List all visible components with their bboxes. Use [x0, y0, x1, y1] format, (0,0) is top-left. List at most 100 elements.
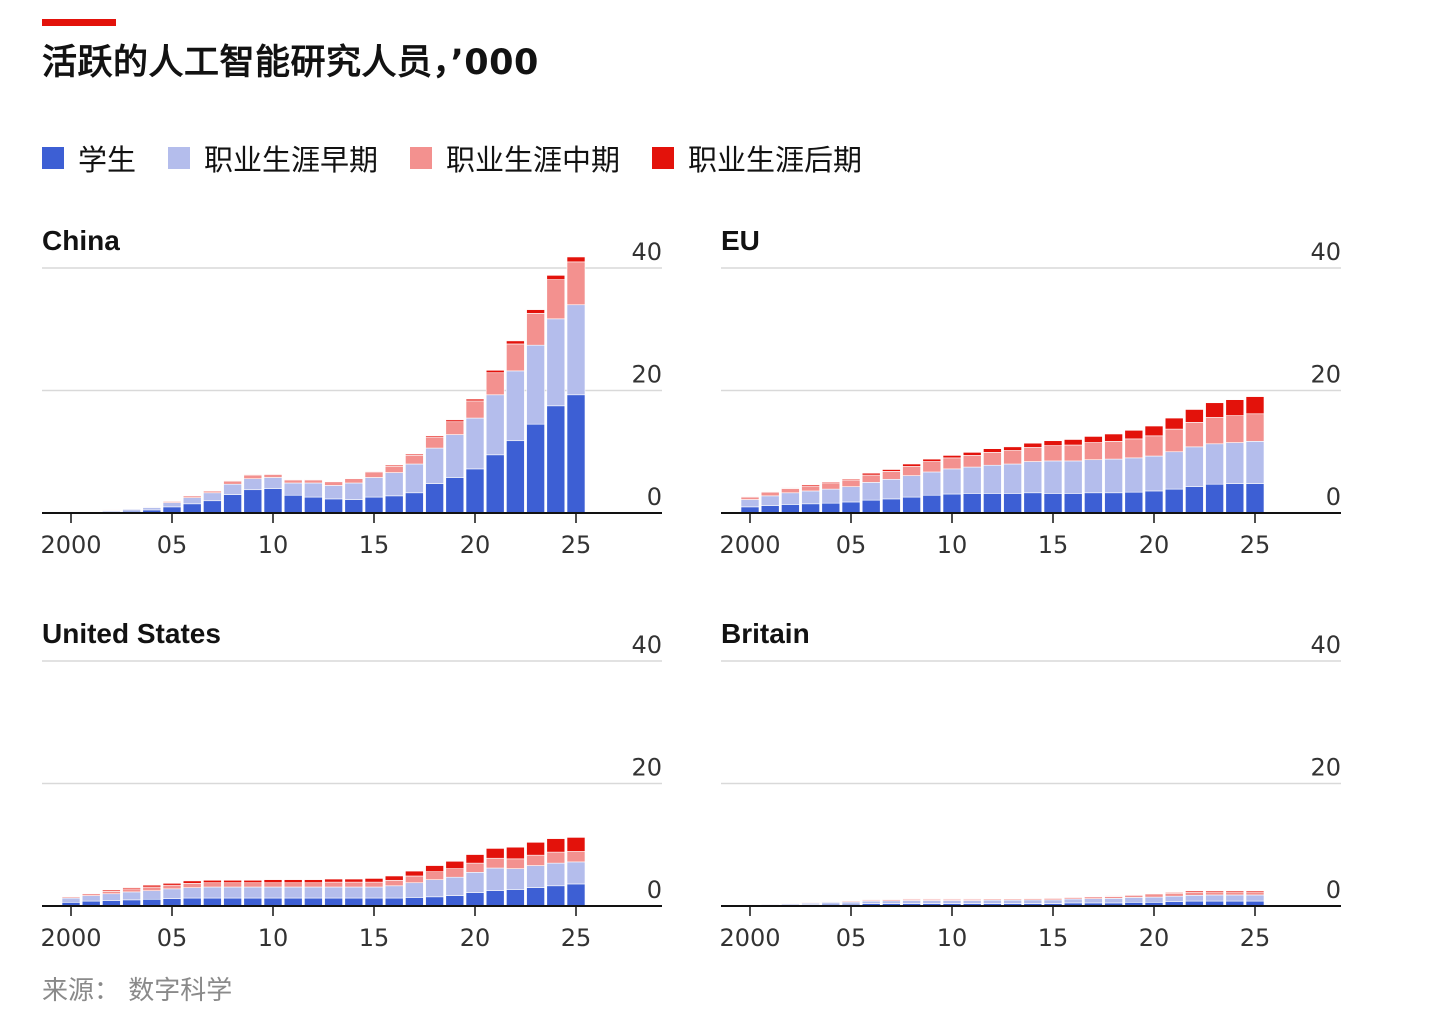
- bar-2014-series-1: [1023, 899, 1043, 904]
- bar-2010-series-3: [263, 879, 283, 884]
- bar-2003-series-2: [122, 508, 141, 510]
- x-tick-label: 20: [1139, 531, 1170, 559]
- bar-2014-series-1: [344, 886, 364, 899]
- bar-2008-series-1: [902, 475, 921, 498]
- bar-2006-series-1: [861, 900, 881, 904]
- bar-2023-series-1: [1205, 894, 1224, 902]
- bar-2024-series-2: [546, 279, 566, 320]
- bar-2020-series-0: [465, 892, 485, 907]
- bar-2000-series-2: [740, 496, 760, 500]
- y-tick-label: 20: [1310, 361, 1341, 389]
- bar-2014-series-2: [1023, 447, 1043, 462]
- panel-united-states: United States 40 20 0 2000 05 10 15 20 25: [40, 618, 662, 952]
- bar-2022-series-3: [1185, 409, 1204, 423]
- bar-2009-series-2: [243, 474, 263, 479]
- bar-2019-series-3: [1124, 894, 1144, 896]
- y-tick-label: 40: [1310, 631, 1341, 659]
- bar-2025-series-2: [1245, 413, 1265, 442]
- bar-2023-series-2: [526, 313, 545, 346]
- bar-2022-series-0: [1185, 486, 1204, 514]
- bar-2024-series-3: [1225, 399, 1245, 416]
- bar-2016-series-0: [384, 495, 404, 514]
- panel-title: Britain: [721, 618, 810, 649]
- bar-2013-series-0: [1003, 493, 1022, 514]
- bar-2017-series-1: [405, 463, 424, 494]
- legend-swatch: [652, 147, 675, 169]
- bar-2015-series-0: [364, 496, 384, 514]
- bar-2021-series-1: [1164, 451, 1184, 490]
- bar-2024-series-2: [1225, 891, 1245, 896]
- bar-2025-series-1: [1245, 894, 1265, 902]
- bar-2007-series-2: [882, 471, 901, 480]
- legend-item-early-career: 职业生涯早期: [168, 137, 378, 179]
- panel-title: United States: [42, 618, 221, 649]
- bar-2001-series-1: [760, 495, 780, 506]
- bar-2020-series-0: [465, 468, 485, 514]
- bar-2016-series-2: [1063, 444, 1083, 462]
- x-tick-label: 10: [937, 924, 968, 952]
- bar-2014-series-3: [1023, 442, 1043, 448]
- bar-2021-series-2: [1164, 893, 1184, 897]
- bar-2017-series-2: [1084, 442, 1103, 461]
- bar-2024-series-0: [1225, 483, 1245, 514]
- bar-2022-series-2: [1185, 891, 1204, 896]
- bar-2017-series-3: [1084, 895, 1103, 898]
- bar-2024-series-2: [546, 851, 566, 864]
- legend-item-mid-career: 职业生涯中期: [410, 137, 620, 179]
- x-tick-label: 05: [836, 531, 867, 559]
- bar-2005-series-3: [162, 883, 182, 886]
- y-tick-label: 0: [1326, 483, 1341, 511]
- bar-2022-series-3: [506, 340, 525, 345]
- bar-2010-series-1: [263, 477, 283, 489]
- bar-2000-series-1: [740, 499, 760, 508]
- bar-2014-series-1: [1023, 461, 1043, 494]
- bar-2021-series-3: [485, 369, 505, 374]
- bar-2013-series-2: [324, 481, 343, 486]
- bar-2023-series-3: [526, 309, 545, 314]
- x-tick-label: 20: [460, 531, 491, 559]
- bar-2018-series-2: [425, 436, 444, 449]
- bar-2017-series-0: [405, 897, 424, 907]
- x-tick-label: 10: [937, 531, 968, 559]
- bar-2018-series-1: [1104, 458, 1123, 494]
- bar-2019-series-0: [445, 477, 465, 514]
- bar-2024-series-2: [1225, 415, 1245, 443]
- bar-2008-series-0: [902, 496, 921, 514]
- bar-2020-series-1: [465, 872, 485, 893]
- bar-2013-series-2: [324, 881, 343, 888]
- bar-2015-series-2: [364, 881, 384, 888]
- bar-2007-series-1: [203, 492, 222, 502]
- x-tick-label: 15: [359, 531, 390, 559]
- bar-2005-series-1: [162, 502, 182, 508]
- bar-2007-series-2: [203, 882, 222, 888]
- bar-2009-series-3: [922, 458, 942, 462]
- bar-2015-series-1: [1043, 899, 1063, 904]
- bar-2017-series-1: [405, 882, 424, 898]
- bar-2006-series-3: [861, 472, 881, 476]
- bar-2017-series-1: [1084, 459, 1103, 494]
- bar-2008-series-2: [223, 882, 242, 888]
- bar-2003-series-1: [801, 490, 820, 505]
- bar-2002-series-2: [102, 890, 121, 895]
- x-tick-label: 10: [258, 924, 289, 952]
- bar-2025-series-0: [566, 394, 586, 514]
- bar-2021-series-3: [1164, 892, 1184, 894]
- bar-2014-series-0: [344, 499, 364, 514]
- bar-2020-series-1: [465, 417, 485, 470]
- bar-2023-series-3: [1205, 890, 1224, 893]
- bar-2012-series-3: [304, 879, 323, 884]
- bar-2016-series-3: [384, 464, 404, 467]
- bar-2012-series-1: [304, 886, 323, 899]
- bar-2003-series-1: [122, 891, 141, 901]
- bar-2021-series-3: [1164, 417, 1184, 430]
- bar-2013-series-2: [1003, 450, 1022, 465]
- bar-2021-series-1: [485, 867, 505, 891]
- bar-2012-series-3: [983, 448, 1002, 453]
- bar-2020-series-3: [1144, 425, 1164, 437]
- bar-2004-series-1: [821, 488, 841, 504]
- bar-2024-series-3: [1225, 890, 1245, 893]
- bar-2002-series-2: [102, 509, 121, 511]
- bar-2023-series-1: [1205, 443, 1224, 485]
- bar-2022-series-0: [506, 440, 525, 514]
- bar-2003-series-0: [801, 503, 820, 514]
